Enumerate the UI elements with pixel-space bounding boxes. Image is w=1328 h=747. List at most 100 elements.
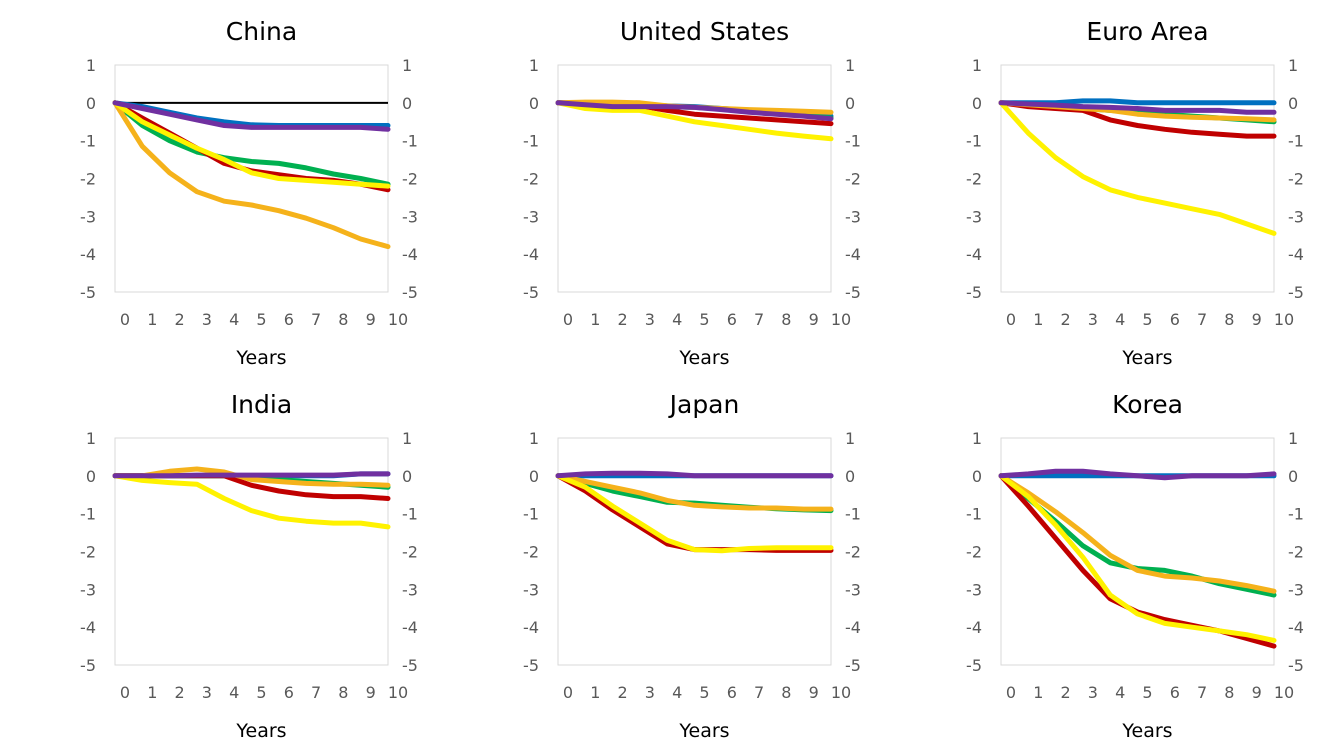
chart-panel-india: India 1 0 -1 -2 -3 -4 -5 1 0 -1 -2 -3 -4 -5 0 1 2 3 4 5 6 7 8 9 1… (0, 373, 442, 746)
y-tick-label: -3 (523, 580, 539, 599)
chart-panel-china: China 1 0 -1 -2 -3 -4 -5 1 0 -1 -2 -3 -4 -5 0 1 2 3 4 5 6 7 8 9 1… (0, 0, 442, 373)
x-tick-label: 0 (120, 683, 130, 702)
y-tick-label: 0 (972, 94, 982, 113)
series-line-1 (112, 100, 391, 128)
x-tick-label: 7 (311, 310, 321, 329)
series-line-5 (112, 473, 391, 530)
y-tick-label: 0 (86, 467, 96, 486)
x-tick-label: 6 (1170, 683, 1180, 702)
y-tick-label: 0 (972, 467, 982, 486)
y-tick-label: -1 (80, 505, 96, 524)
x-tick-label: 3 (645, 683, 655, 702)
x-tick-label: 9 (809, 683, 819, 702)
x-tick-label: 5 (699, 310, 709, 329)
x-tick-label: 4 (1115, 310, 1125, 329)
x-tick-label: 8 (781, 683, 791, 702)
y-tick-label: -2 (80, 543, 96, 562)
series-line-5 (998, 100, 1277, 236)
x-tick-label: 7 (754, 310, 764, 329)
x-axis-label: Years (678, 347, 729, 369)
y-tick-label-right: -4 (402, 245, 418, 264)
y-tick-label: 0 (529, 94, 539, 113)
x-tick-label: 6 (727, 683, 737, 702)
series-line-4 (112, 100, 391, 250)
x-tick-label: 9 (366, 310, 376, 329)
y-tick-label-right: -4 (845, 618, 861, 637)
x-tick-label: 8 (338, 310, 348, 329)
y-tick-label-right: -2 (845, 543, 861, 562)
y-tick-label: -3 (966, 207, 982, 226)
y-tick-label-right: 1 (1288, 429, 1298, 448)
x-tick-label: 2 (175, 310, 185, 329)
x-tick-label: 4 (1115, 683, 1125, 702)
x-tick-label: 10 (1274, 683, 1294, 702)
x-tick-label: 5 (256, 310, 266, 329)
y-tick-label-right: -3 (845, 207, 861, 226)
x-axis-label: Years (1121, 347, 1172, 369)
x-tick-label: 1 (590, 683, 600, 702)
y-tick-label-right: -2 (402, 543, 418, 562)
plot-area (1000, 437, 1275, 666)
chart-title: Korea (1112, 390, 1183, 419)
x-tick-label: 4 (672, 310, 682, 329)
y-tick-label-right: -1 (1288, 505, 1304, 524)
y-tick-label-right: -4 (402, 618, 418, 637)
x-tick-label: 4 (672, 683, 682, 702)
y-tick-label-right: -5 (1288, 656, 1304, 675)
x-tick-label: 8 (338, 683, 348, 702)
y-tick-label: -1 (523, 505, 539, 524)
y-tick-label: -3 (966, 580, 982, 599)
x-axis-label: Years (235, 347, 286, 369)
y-tick-label-right: -2 (845, 170, 861, 189)
y-tick-label-right: -5 (402, 656, 418, 675)
series-line-4 (998, 473, 1277, 594)
y-tick-label: 1 (86, 429, 96, 448)
y-tick-label-right: 1 (402, 429, 412, 448)
x-axis-label: Years (678, 720, 729, 742)
y-tick-label: -1 (966, 505, 982, 524)
series-line-6 (998, 468, 1277, 481)
y-tick-label: 0 (86, 94, 96, 113)
y-tick-label-right: 0 (402, 467, 412, 486)
x-tick-label: 0 (563, 310, 573, 329)
x-tick-label: 0 (1006, 310, 1016, 329)
y-tick-label-right: -2 (1288, 170, 1304, 189)
x-tick-label: 9 (1252, 310, 1262, 329)
y-tick-label: -1 (523, 132, 539, 151)
chart-title: India (231, 390, 292, 419)
y-tick-label: -2 (523, 543, 539, 562)
y-tick-label-right: -2 (1288, 543, 1304, 562)
series-line-2 (112, 100, 391, 187)
y-tick-label-right: -5 (402, 283, 418, 302)
series-line-5 (112, 100, 391, 189)
series-line-5 (555, 473, 834, 554)
y-tick-label-right: 1 (845, 56, 855, 75)
plot-area (114, 437, 389, 666)
y-tick-label-right: 0 (845, 94, 855, 113)
series-line-6 (998, 100, 1277, 115)
x-tick-label: 3 (1088, 683, 1098, 702)
x-tick-label: 2 (1061, 310, 1071, 329)
x-tick-label: 3 (645, 310, 655, 329)
chart-panel-japan: Japan 1 0 -1 -2 -3 -4 -5 1 0 -1 -2 -3 -4 -5 0 1 2 3 4 5 6 7 8 9 1… (443, 373, 885, 746)
x-tick-label: 7 (1197, 683, 1207, 702)
y-tick-label: -5 (966, 656, 982, 675)
x-tick-label: 2 (175, 683, 185, 702)
y-tick-label-right: -1 (845, 132, 861, 151)
y-tick-label-right: -1 (845, 505, 861, 524)
y-tick-label: -5 (523, 283, 539, 302)
x-tick-label: 10 (388, 310, 408, 329)
y-tick-label-right: -3 (402, 207, 418, 226)
plot-area (1000, 64, 1275, 293)
x-tick-label: 5 (256, 683, 266, 702)
x-tick-label: 10 (831, 310, 851, 329)
y-tick-label: 1 (529, 429, 539, 448)
y-tick-label-right: 1 (402, 56, 412, 75)
y-tick-label: -5 (523, 656, 539, 675)
y-tick-label-right: -1 (402, 505, 418, 524)
x-tick-label: 10 (388, 683, 408, 702)
x-tick-label: 5 (1142, 683, 1152, 702)
y-tick-label: -5 (966, 283, 982, 302)
